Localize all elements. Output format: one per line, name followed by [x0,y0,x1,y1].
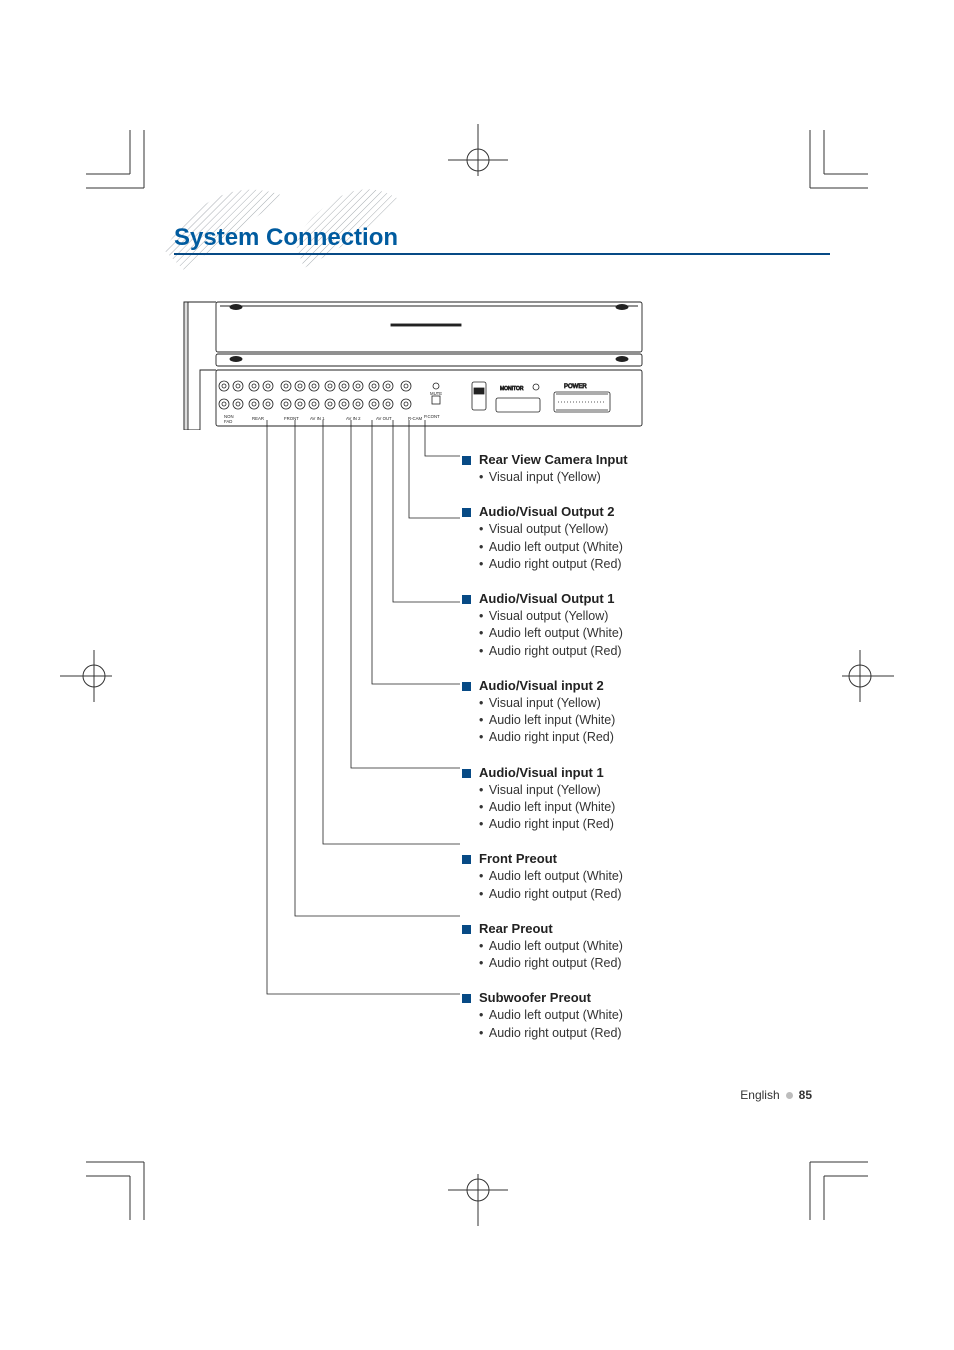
registration-bottom [438,1166,518,1226]
section-av-out-2: Audio/Visual Output 2 Visual output (Yel… [462,504,782,573]
section-title: Audio/Visual input 1 [479,765,604,780]
page-footer: English 85 [740,1088,812,1102]
list-item: Audio right output (Red) [479,556,782,573]
list-item: Audio left output (White) [479,938,782,955]
bullet-square-icon [462,456,471,465]
bullet-square-icon [462,769,471,778]
list-item: Audio left input (White) [479,712,782,729]
section-title: Rear Preout [479,921,553,936]
section-title: Front Preout [479,851,557,866]
list-item: Audio left output (White) [479,1007,782,1024]
section-rear-preout: Rear Preout Audio left output (White) Au… [462,921,782,973]
footer-language: English [740,1088,779,1102]
section-title: Subwoofer Preout [479,990,591,1005]
registration-right [834,646,894,706]
page: System Connection [0,0,954,1350]
list-item: Audio right output (Red) [479,886,782,903]
section-title: Audio/Visual Output 2 [479,504,615,519]
list-item: Audio right output (Red) [479,643,782,660]
list-item: Audio right input (Red) [479,816,782,833]
bullet-square-icon [462,994,471,1003]
bullet-square-icon [462,508,471,517]
list-item: Visual input (Yellow) [479,782,782,799]
list-item: Audio left output (White) [479,868,782,885]
section-title: System Connection [174,224,398,252]
list-item: Audio right input (Red) [479,729,782,746]
section-title: Audio/Visual Output 1 [479,591,615,606]
bullet-square-icon [462,925,471,934]
bullet-square-icon [462,682,471,691]
crop-mark-top-left [86,130,156,200]
section-av-out-1: Audio/Visual Output 1 Visual output (Yel… [462,591,782,660]
crop-mark-top-right [798,130,868,200]
registration-top [438,124,518,184]
title-underline [174,253,830,255]
list-item: Visual input (Yellow) [479,469,782,486]
list-item: Visual input (Yellow) [479,695,782,712]
list-item: Visual output (Yellow) [479,521,782,538]
list-item: Audio right output (Red) [479,1025,782,1042]
footer-dot-icon [786,1092,793,1099]
callout-list: Rear View Camera Input Visual input (Yel… [462,452,782,1042]
section-title: Audio/Visual input 2 [479,678,604,693]
section-av-in-2: Audio/Visual input 2 Visual input (Yello… [462,678,782,747]
section-subwoofer-preout: Subwoofer Preout Audio left output (Whit… [462,990,782,1042]
page-title: System Connection [174,224,398,252]
list-item: Audio left output (White) [479,539,782,556]
section-av-in-1: Audio/Visual input 1 Visual input (Yello… [462,765,782,834]
list-item: Audio left input (White) [479,799,782,816]
title-ornament-hatch [144,160,404,280]
list-item: Audio right output (Red) [479,955,782,972]
crop-mark-bottom-right [798,1150,868,1220]
bullet-square-icon [462,595,471,604]
section-rear-camera: Rear View Camera Input Visual input (Yel… [462,452,782,486]
bullet-square-icon [462,855,471,864]
crop-mark-bottom-left [86,1150,156,1220]
list-item: Audio left output (White) [479,625,782,642]
section-front-preout: Front Preout Audio left output (White) A… [462,851,782,903]
footer-page-number: 85 [799,1088,812,1102]
list-item: Visual output (Yellow) [479,608,782,625]
section-title: Rear View Camera Input [479,452,628,467]
registration-left [60,646,120,706]
